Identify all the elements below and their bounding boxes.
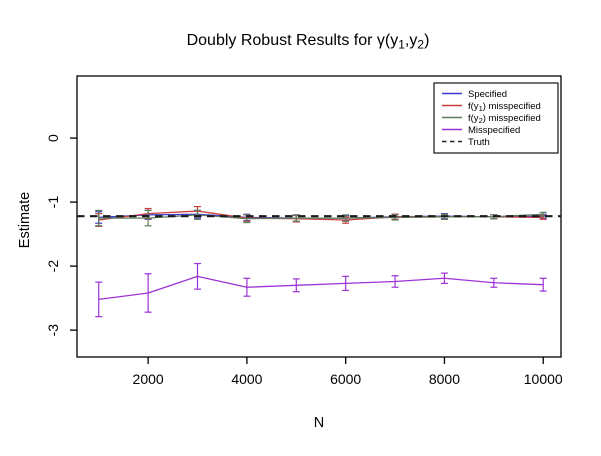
x-axis-ticks: 2000 4000 6000 8000 10000: [133, 357, 563, 387]
legend-label-1: f(y1) misspecified: [468, 101, 541, 113]
legend-label-4: Truth: [468, 137, 490, 148]
y-axis-ticks: 0 -1 -2 -3: [45, 134, 77, 336]
x-tick-label: 4000: [231, 371, 262, 387]
y-tick-label: -1: [45, 196, 61, 209]
y-tick-label: 0: [45, 134, 61, 142]
y-tick-label: -3: [45, 324, 61, 337]
x-tick-label: 10000: [524, 371, 563, 387]
legend-label-0: Specified: [468, 89, 507, 100]
legend-label-2: f(y2) misspecified: [468, 113, 541, 125]
data-series: [77, 205, 561, 318]
x-tick-label: 8000: [429, 371, 460, 387]
x-tick-label: 6000: [330, 371, 361, 387]
y-axis-label: Estimate: [17, 192, 33, 248]
x-tick-label: 2000: [133, 371, 164, 387]
y-tick-label: -2: [45, 260, 61, 273]
chart-title: Doubly Robust Results for γ(y1,y2): [187, 32, 430, 52]
legend-label-3: Misspecified: [468, 125, 520, 136]
series-line-misspecified: [98, 275, 544, 301]
x-axis-label: N: [314, 415, 324, 431]
